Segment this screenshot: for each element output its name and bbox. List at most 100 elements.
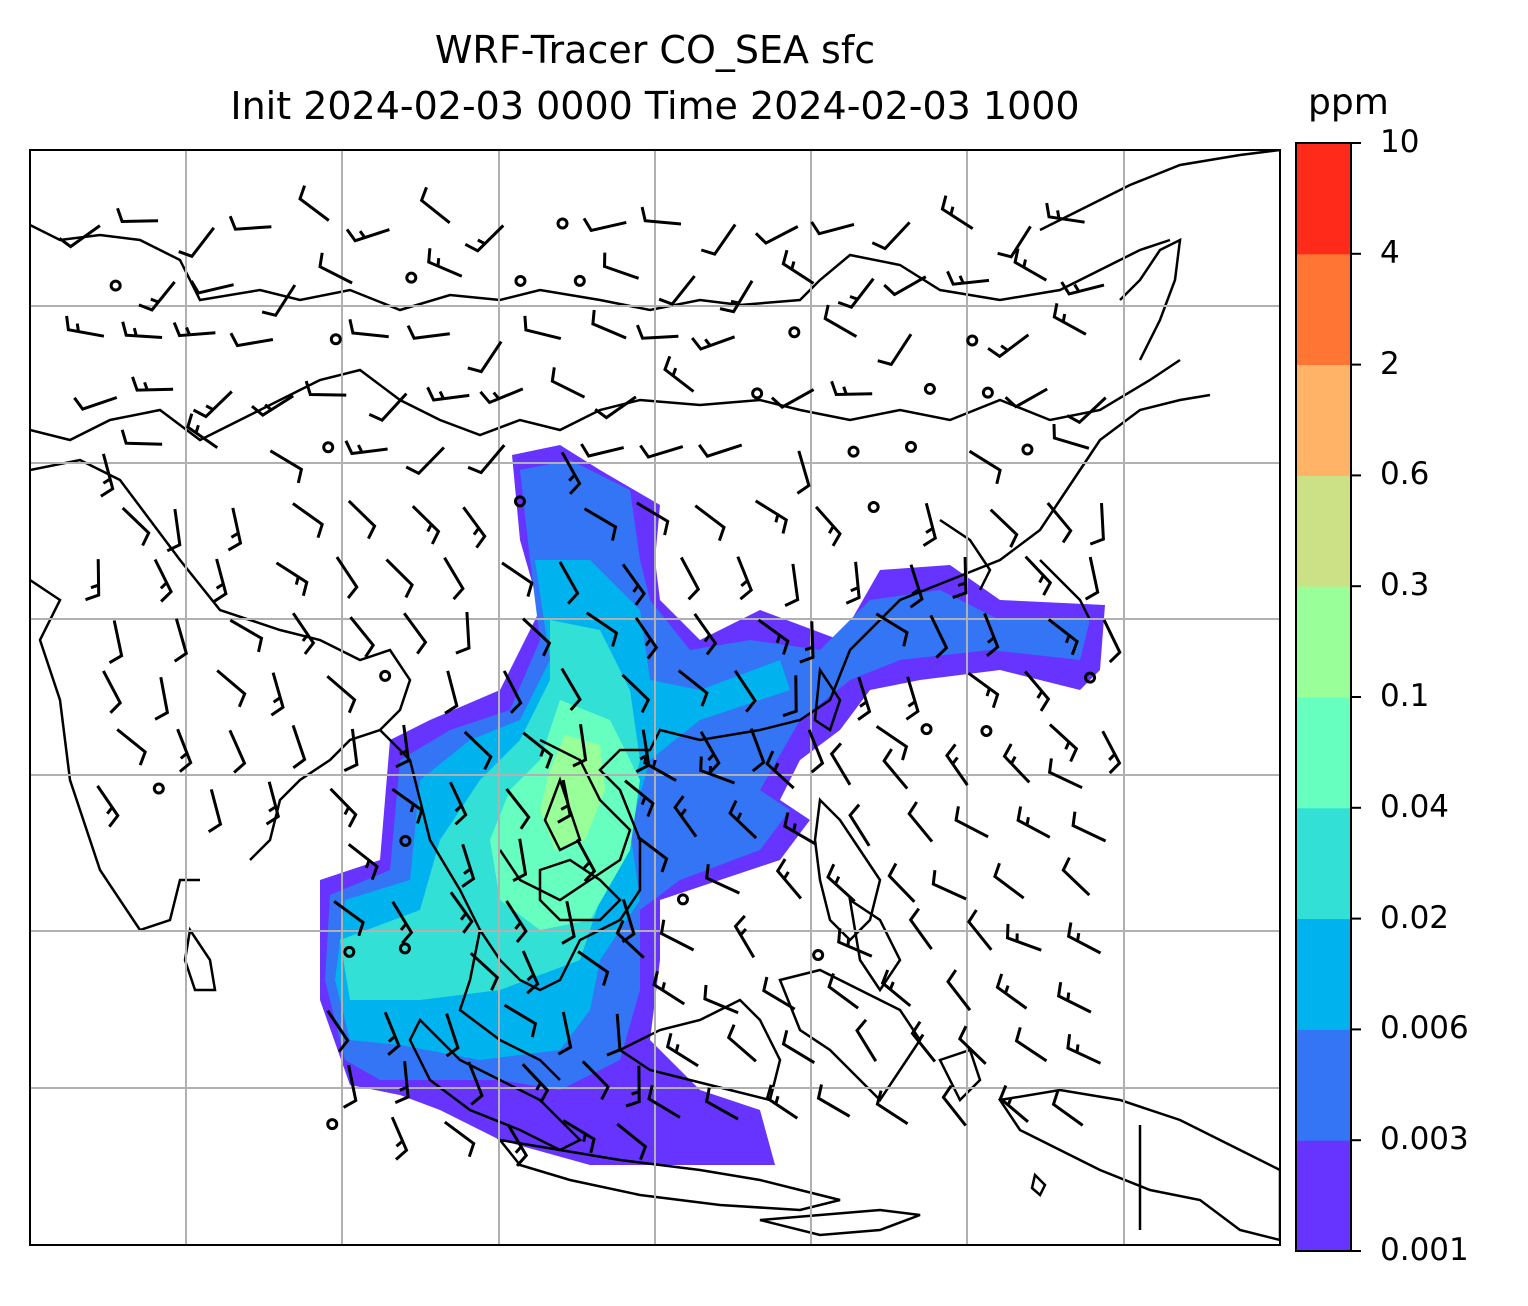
wind-barb	[781, 1029, 816, 1064]
colorbar-segment	[1296, 697, 1351, 809]
wind-barb	[560, 667, 582, 711]
calm-wind-marker	[1021, 443, 1034, 456]
wind-barb	[1014, 1026, 1048, 1063]
wind-barb	[318, 252, 353, 285]
graticule	[30, 150, 1280, 1245]
wind-barb	[402, 612, 428, 655]
wind-barb	[615, 919, 645, 959]
wind-barb	[830, 380, 873, 397]
wind-barb	[335, 556, 359, 600]
wind-barb	[348, 318, 389, 339]
wind-barb	[347, 499, 377, 540]
wind-barb	[1024, 670, 1051, 712]
wind-barb	[823, 304, 858, 338]
wind-barb	[814, 505, 842, 547]
wind-barb	[966, 909, 993, 951]
wind-barb	[153, 558, 173, 603]
wind-barb	[100, 453, 115, 498]
wind-barb	[909, 564, 924, 609]
wind-barb	[333, 900, 365, 937]
wind-barb	[679, 556, 701, 601]
wind-barb	[621, 898, 636, 944]
wind-barb	[1052, 423, 1090, 450]
wind-barb	[796, 450, 811, 495]
wind-barb	[138, 280, 176, 312]
map-title-line2: Init 2024-02-03 0000 Time 2024-02-03 100…	[230, 84, 1080, 128]
wind-barb	[736, 556, 753, 601]
colorbar-tick-label: 2	[1380, 345, 1400, 382]
wind-barb	[207, 789, 223, 834]
wind-barb	[329, 787, 358, 828]
wind-barb	[1066, 922, 1102, 955]
wind-barb	[1004, 387, 1048, 409]
calm-wind-marker	[904, 440, 917, 453]
colorbar-tick-label: 10	[1380, 124, 1420, 160]
colorbar-tick-label: 0.001	[1380, 1232, 1469, 1268]
colorbar-unit: ppm	[1308, 82, 1389, 123]
calm-wind-marker	[109, 279, 122, 292]
colorbar-tick-label: 0.04	[1380, 788, 1450, 825]
wind-barb	[1089, 503, 1105, 546]
wind-barb	[606, 1013, 622, 1057]
wind-barb	[784, 563, 800, 607]
calm-wind-marker	[326, 1118, 339, 1131]
wind-barb	[405, 446, 445, 476]
wind-barb	[954, 806, 989, 839]
wind-barbs	[58, 185, 1122, 1167]
wind-barb	[807, 729, 825, 774]
calm-wind-marker	[573, 274, 586, 287]
wind-barb	[837, 928, 873, 958]
wind-barb	[1061, 856, 1091, 897]
colorbar-segment	[1296, 364, 1351, 476]
wind-barb	[479, 387, 524, 405]
wind-barb	[1045, 202, 1085, 224]
wind-barb	[922, 502, 938, 547]
wind-barb	[705, 864, 741, 895]
wind-barb	[837, 277, 875, 309]
wind-barb	[946, 270, 990, 286]
calm-wind-marker	[812, 948, 825, 961]
wind-barb	[693, 613, 718, 656]
wind-barb	[96, 785, 120, 828]
wind-barb	[503, 1003, 538, 1038]
colorbar-segment	[1296, 143, 1351, 255]
wind-barb	[582, 217, 627, 233]
wind-barb	[781, 249, 815, 285]
wind-barb	[344, 440, 388, 456]
wind-barb	[636, 324, 679, 340]
wind-barb	[694, 504, 726, 542]
wind-barb	[733, 669, 757, 713]
wind-barb	[85, 559, 101, 602]
wind-barb	[291, 724, 307, 770]
wind-barb	[995, 973, 1028, 1010]
wind-barb	[691, 335, 736, 351]
wind-barb	[697, 443, 743, 458]
wind-barb	[444, 670, 459, 715]
wind-barb	[251, 394, 295, 418]
colorbar-segment	[1296, 1029, 1351, 1141]
wind-barb	[762, 976, 796, 1011]
wind-barb	[506, 1123, 529, 1167]
wind-barb	[941, 1084, 967, 1127]
wind-barb	[783, 812, 817, 846]
wind-barb	[575, 838, 597, 883]
wind-barb	[176, 728, 193, 773]
wind-barb	[411, 505, 441, 545]
colorbar-segment	[1296, 586, 1351, 698]
wind-barb	[848, 803, 871, 847]
wind-barb	[385, 558, 414, 599]
colorbar-tick-label: 0.02	[1380, 899, 1450, 936]
calm-wind-marker	[867, 501, 880, 514]
wind-barb	[1056, 981, 1092, 1014]
wind-barb	[749, 728, 766, 773]
wind-barb	[585, 611, 619, 647]
wind-barb	[521, 1063, 550, 1104]
wind-barb	[728, 799, 758, 840]
wind-barb	[827, 973, 859, 1010]
wind-barb	[228, 215, 272, 231]
wind-barb	[343, 728, 359, 772]
wind-barb	[782, 675, 798, 718]
wind-barb	[733, 914, 756, 959]
wind-barb	[216, 669, 247, 708]
calm-wind-marker	[399, 834, 412, 847]
